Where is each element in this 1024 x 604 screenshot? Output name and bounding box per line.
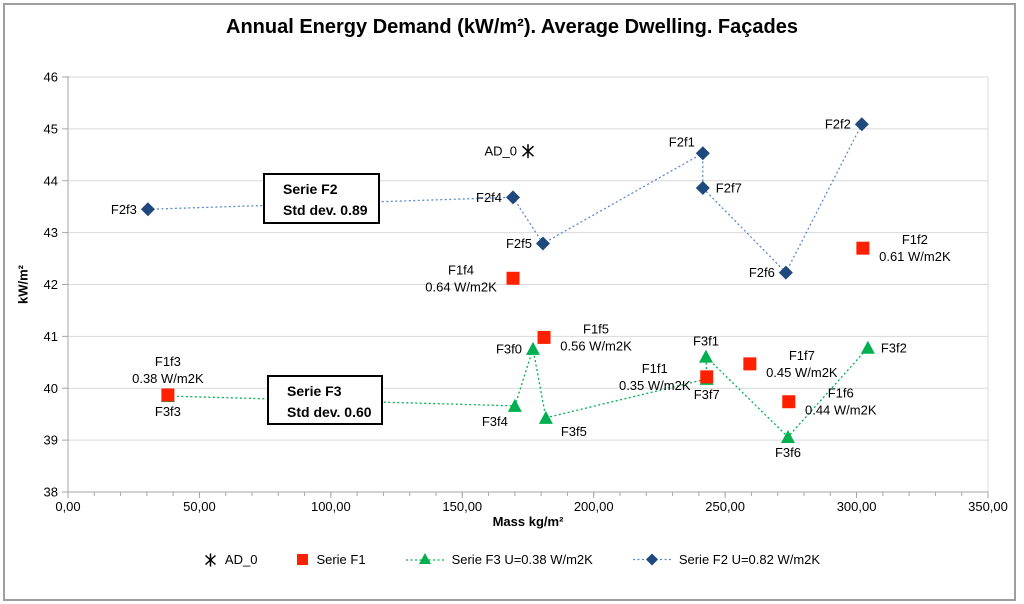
point-ulabel-F1f7: 0.45 W/m2K	[766, 365, 838, 380]
marker-F2f4	[506, 190, 521, 205]
blue-diamond-line-icon	[632, 553, 671, 566]
serie-f2-stdev-line2: Std dev. 0.89	[283, 202, 368, 218]
point-label-F3f3: F3f3	[155, 404, 181, 419]
marker-F3f4	[507, 398, 522, 412]
chart-outer-border	[3, 3, 1016, 601]
marker-F1f5	[537, 330, 551, 344]
y-tick-label-41: 41	[44, 329, 58, 344]
marker-F3f5	[538, 410, 553, 424]
y-tick-label-45: 45	[44, 121, 58, 136]
serie-f3-stdev-line1: Serie F3	[287, 383, 342, 399]
marker-F2f7	[695, 181, 710, 196]
x-tick-label-300: 300,00	[837, 499, 877, 514]
serie-f3-stdev-line2: Std dev. 0.60	[287, 404, 372, 420]
point-ulabel-F1f2: 0.61 W/m2K	[879, 249, 951, 264]
marker-F2f6	[778, 265, 793, 280]
y-axis-title: kW/m²	[15, 265, 31, 304]
point-label-F2f7: F2f7	[716, 181, 742, 196]
y-tick-label-42: 42	[44, 277, 58, 292]
x-tick-label-100: 100,00	[311, 499, 351, 514]
point-label-F1f4: F1f4	[448, 262, 474, 277]
point-ulabel-F1f1: 0.35 W/m2K	[619, 378, 691, 393]
point-label-F2f6: F2f6	[749, 265, 775, 280]
point-label-AD_0: AD_0	[484, 144, 517, 159]
point-label-F3f1: F3f1	[693, 334, 719, 349]
marker-AD_0	[521, 144, 535, 159]
point-label-F1f7: F1f7	[789, 348, 815, 363]
x-tick-label-350: 350,00	[968, 499, 1008, 514]
red-square-icon	[297, 554, 309, 565]
marker-F1f1	[700, 370, 714, 384]
point-label-F3f6: F3f6	[775, 445, 801, 460]
point-label-F2f4: F2f4	[476, 190, 502, 205]
x-tick-label-200: 200,00	[574, 499, 614, 514]
y-tick-label-39: 39	[44, 433, 58, 448]
marker-F3f0	[525, 341, 540, 355]
point-label-F3f0: F3f0	[496, 341, 522, 356]
marker-F2f3	[140, 202, 155, 217]
point-label-F3f7: F3f7	[694, 387, 720, 402]
x-axis-title: Mass kg/m²	[492, 514, 564, 529]
y-tick-label-44: 44	[44, 173, 58, 188]
point-label-F1f1: F1f1	[642, 361, 668, 376]
y-tick-label-46: 46	[44, 70, 58, 85]
legend-item-serie-f1: Serie F1	[297, 552, 366, 567]
marker-F1f4	[506, 271, 520, 285]
point-label-F1f5: F1f5	[583, 321, 609, 336]
marker-F3f6	[780, 430, 795, 444]
marker-F3f2	[860, 340, 875, 354]
legend-label-serie-f2: Serie F2 U=0.82 W/m2K	[678, 552, 821, 567]
marker-F1f6	[782, 395, 796, 409]
marker-F2f2	[854, 117, 869, 132]
y-tick-label-40: 40	[44, 381, 58, 396]
serie-f2-stdev-annotation: Serie F2 Std dev. 0.89	[263, 173, 380, 224]
y-tick-label-38: 38	[44, 485, 58, 500]
point-label-F1f6: F1f6	[828, 386, 854, 401]
marker-F1f3	[161, 388, 175, 402]
point-ulabel-F1f3: 0.38 W/m2K	[132, 371, 204, 386]
asterisk-icon	[204, 553, 216, 566]
point-label-F3f2: F3f2	[881, 340, 907, 355]
point-label-F3f4: F3f4	[482, 414, 508, 429]
chart-title: Annual Energy Demand (kW/m²). Average Dw…	[226, 16, 798, 38]
x-tick-label-0: 0,00	[55, 499, 80, 514]
marker-F1f2	[856, 241, 870, 255]
legend-label-serie-f3: Serie F3 U=0.38 W/m2K	[451, 552, 593, 567]
point-label-F2f5: F2f5	[506, 236, 532, 251]
green-triangle-line-icon	[405, 553, 444, 564]
x-tick-label-250: 250,00	[705, 499, 745, 514]
point-label-F2f3: F2f3	[111, 202, 137, 217]
point-label-F1f3: F1f3	[155, 354, 181, 369]
chart-legend: AD_0 Serie F1 Serie F3 U=0.38 W/m2K Seri…	[0, 552, 1024, 567]
marker-F3f1	[698, 349, 713, 363]
point-label-F1f2: F1f2	[902, 232, 928, 247]
y-tick-label-43: 43	[44, 225, 58, 240]
serie-f2-stdev-line1: Serie F2	[283, 181, 338, 197]
legend-item-ad0: AD_0	[204, 552, 258, 567]
point-ulabel-F1f5: 0.56 W/m2K	[560, 338, 632, 353]
legend-item-serie-f2: Serie F2 U=0.82 W/m2K	[632, 552, 821, 567]
marker-F2f1	[695, 146, 710, 161]
point-ulabel-F1f6: 0.44 W/m2K	[805, 403, 877, 418]
legend-item-serie-f3: Serie F3 U=0.38 W/m2K	[405, 552, 593, 567]
point-label-F2f2: F2f2	[825, 117, 851, 132]
x-tick-label-150: 150,00	[442, 499, 482, 514]
serie-f3-stdev-annotation: Serie F3 Std dev. 0.60	[267, 375, 383, 425]
legend-label-ad0: AD_0	[224, 552, 258, 567]
legend-label-serie-f1: Serie F1	[316, 552, 366, 567]
marker-F1f7	[743, 357, 757, 371]
x-tick-label-50: 50,00	[183, 499, 216, 514]
series-line-Serie F3 U=0.38 W/m2K	[167, 347, 869, 438]
marker-F2f5	[535, 236, 550, 251]
point-label-F2f1: F2f1	[669, 134, 695, 149]
point-ulabel-F1f4: 0.64 W/m2K	[425, 279, 497, 294]
point-label-F3f5: F3f5	[561, 424, 587, 439]
